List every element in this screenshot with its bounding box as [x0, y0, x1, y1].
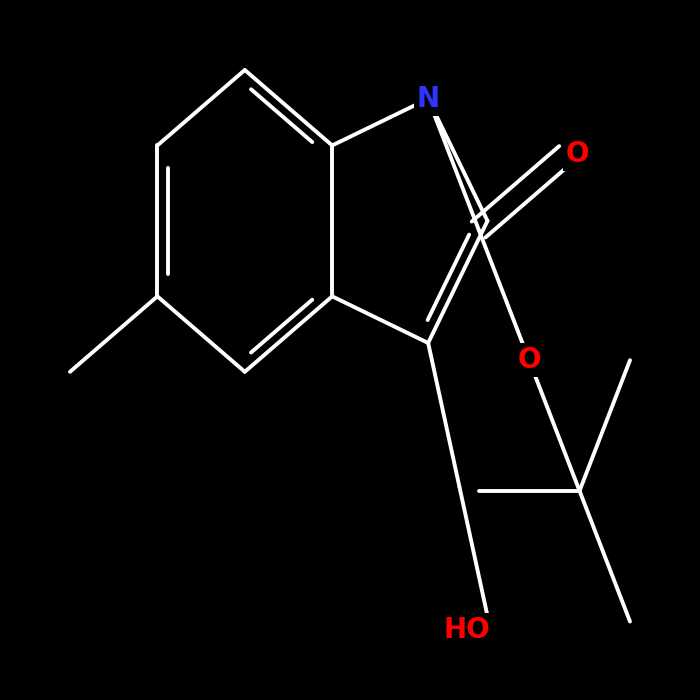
Text: O: O [566, 140, 589, 168]
Text: HO: HO [444, 616, 491, 644]
Text: N: N [416, 85, 440, 113]
Text: O: O [517, 346, 541, 374]
